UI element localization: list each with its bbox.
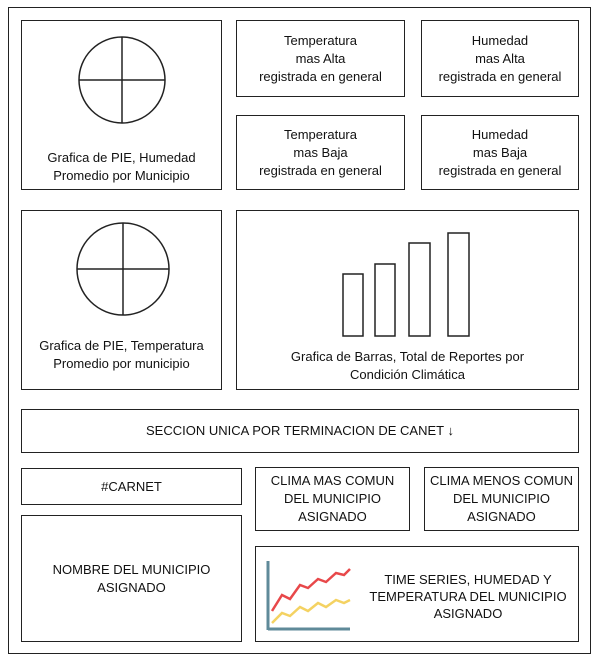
municipio-nombre-label: NOMBRE DEL MUNICIPIO ASIGNADO bbox=[52, 561, 211, 595]
time-series-panel: TIME SERIES, HUMEDAD Y TEMPERATURA DEL M… bbox=[255, 546, 579, 642]
series-red-line bbox=[270, 568, 351, 612]
pie-humidity-caption: Grafica de PIE, Humedad Promedio por Mun… bbox=[47, 150, 196, 183]
bar-chart-panel: Grafica de Barras, Total de Reportes por… bbox=[236, 210, 579, 390]
municipio-nombre-box: NOMBRE DEL MUNICIPIO ASIGNADO bbox=[21, 515, 242, 642]
bar-chart-caption: Grafica de Barras, Total de Reportes por… bbox=[290, 349, 525, 382]
section-header-label: SECCION UNICA POR TERMINACION DE CANET ↓ bbox=[146, 423, 454, 438]
humidity-low-box: Humedad mas Baja registrada en general bbox=[421, 115, 579, 190]
temp-high-box: Temperatura mas Alta registrada en gener… bbox=[236, 20, 405, 97]
pie-chart-icon bbox=[78, 36, 166, 124]
pie-temperature-caption: Grafica de PIE, Temperatura Promedio por… bbox=[39, 338, 204, 371]
clima-comun-label: CLIMA MAS COMUN DEL MUNICIPIO ASIGNADO bbox=[270, 473, 395, 524]
temp-low-box: Temperatura mas Baja registrada en gener… bbox=[236, 115, 405, 190]
carnet-label: #CARNET bbox=[101, 478, 162, 494]
bar-2 bbox=[374, 263, 396, 337]
clima-comun-box: CLIMA MAS COMUN DEL MUNICIPIO ASIGNADO bbox=[255, 467, 410, 531]
humidity-high-label: Humedad mas Alta registrada en general bbox=[438, 32, 562, 84]
temp-low-label: Temperatura mas Baja registrada en gener… bbox=[259, 126, 382, 178]
clima-menos-comun-box: CLIMA MENOS COMUN DEL MUNICIPIO ASIGNADO bbox=[424, 467, 579, 531]
bar-3 bbox=[408, 242, 431, 337]
humidity-high-box: Humedad mas Alta registrada en general bbox=[421, 20, 579, 97]
pie-humidity-panel: Grafica de PIE, Humedad Promedio por Mun… bbox=[21, 20, 222, 190]
bar-1 bbox=[342, 273, 364, 337]
section-header: SECCION UNICA POR TERMINACION DE CANET ↓ bbox=[21, 409, 579, 453]
temp-high-label: Temperatura mas Alta registrada en gener… bbox=[259, 32, 382, 84]
bar-4 bbox=[447, 232, 470, 337]
pie-temperature-panel: Grafica de PIE, Temperatura Promedio por… bbox=[21, 210, 222, 390]
series-yellow-line bbox=[271, 598, 351, 624]
clima-menos-comun-label: CLIMA MENOS COMUN DEL MUNICIPIO ASIGNADO bbox=[429, 473, 573, 524]
humidity-low-label: Humedad mas Baja registrada en general bbox=[438, 126, 562, 178]
pie-chart-icon bbox=[76, 222, 170, 316]
carnet-box: #CARNET bbox=[21, 468, 242, 505]
time-series-label: TIME SERIES, HUMEDAD Y TEMPERATURA DEL M… bbox=[369, 572, 567, 621]
line-chart-icon bbox=[266, 561, 351, 631]
bar-chart-icon bbox=[342, 232, 470, 337]
dashboard-frame bbox=[8, 7, 591, 654]
